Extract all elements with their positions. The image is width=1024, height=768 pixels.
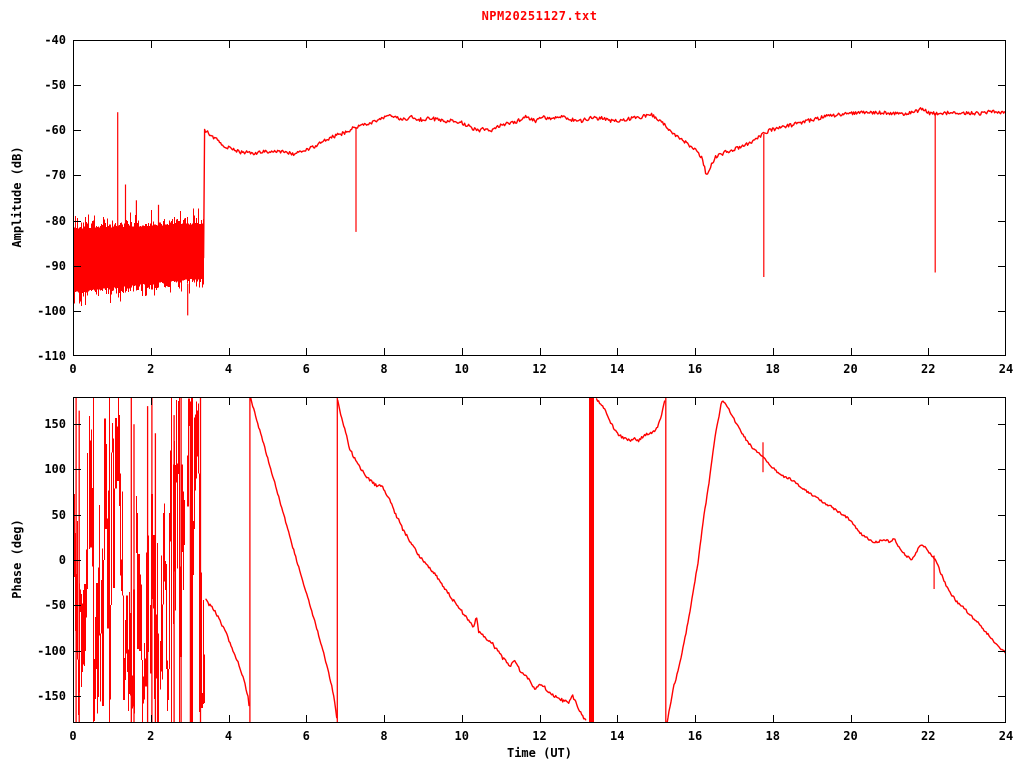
y-tick-label: 150 <box>44 417 66 432</box>
y-tick-label: 50 <box>51 507 66 522</box>
amplitude-y-axis-title: Amplitude (dB) <box>10 146 24 248</box>
x-tick-label: 22 <box>921 729 936 743</box>
y-tick-label: -90 <box>44 258 66 273</box>
phase-plot <box>73 397 1006 723</box>
y-tick-label: -150 <box>37 688 66 703</box>
x-tick-label: 24 <box>998 729 1014 743</box>
x-tick-label: 10 <box>454 729 469 743</box>
x-tick-label: 16 <box>687 729 703 743</box>
x-tick-label: 6 <box>302 729 310 743</box>
x-tick-label: 14 <box>610 362 625 376</box>
x-tick-label: 4 <box>224 729 233 743</box>
x-axis-title: Time (UT) <box>506 746 573 760</box>
x-tick-label: 20 <box>843 729 858 743</box>
y-tick-label: -100 <box>37 303 66 318</box>
y-tick-label: -50 <box>44 78 66 93</box>
y-tick-label: -100 <box>37 643 66 658</box>
x-tick-label: 18 <box>765 362 780 376</box>
amplitude-plot <box>73 40 1006 356</box>
x-tick-label: 12 <box>532 729 547 743</box>
x-tick-label: 14 <box>610 729 625 743</box>
x-tick-label: 8 <box>380 362 388 376</box>
chart-title: NPM20251127.txt <box>481 9 598 23</box>
x-tick-label: 16 <box>687 362 703 376</box>
x-tick-label: 0 <box>69 729 77 743</box>
x-tick-label: 0 <box>69 362 77 376</box>
x-tick-label: 22 <box>921 362 936 376</box>
x-tick-label: 6 <box>302 362 310 376</box>
y-tick-label: -60 <box>44 123 66 138</box>
x-tick-label: 18 <box>765 729 780 743</box>
x-tick-label: 12 <box>532 362 547 376</box>
x-tick-label: 4 <box>224 362 233 376</box>
x-tick-label: 2 <box>147 362 155 376</box>
y-tick-label: -80 <box>44 213 66 228</box>
x-tick-label: 2 <box>147 729 155 743</box>
x-tick-label: 10 <box>454 362 469 376</box>
y-tick-label: -110 <box>37 349 66 363</box>
x-tick-label: 20 <box>843 362 858 376</box>
y-tick-label: -70 <box>44 168 66 183</box>
y-tick-label: -40 <box>44 33 66 47</box>
y-tick-label: -50 <box>44 598 66 613</box>
x-tick-label: 8 <box>380 729 388 743</box>
x-tick-label: 24 <box>998 362 1014 376</box>
y-tick-label: 0 <box>58 553 66 567</box>
y-tick-label: 100 <box>44 462 66 477</box>
